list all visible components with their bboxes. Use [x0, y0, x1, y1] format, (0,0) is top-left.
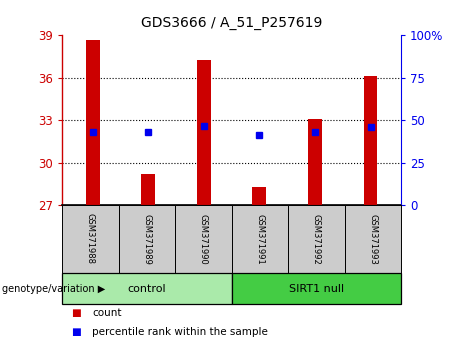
- Text: SIRT1 null: SIRT1 null: [289, 284, 344, 293]
- Text: GSM371991: GSM371991: [255, 213, 265, 264]
- Bar: [253, 187, 266, 205]
- Text: count: count: [92, 308, 122, 318]
- Text: GSM371989: GSM371989: [142, 213, 152, 264]
- Bar: [364, 76, 378, 205]
- Text: percentile rank within the sample: percentile rank within the sample: [92, 327, 268, 337]
- Text: control: control: [128, 284, 166, 293]
- Text: genotype/variation ▶: genotype/variation ▶: [2, 284, 106, 293]
- Bar: [142, 174, 155, 205]
- Text: GSM371992: GSM371992: [312, 213, 321, 264]
- Text: ■: ■: [71, 327, 81, 337]
- Text: GSM371988: GSM371988: [86, 213, 95, 264]
- Bar: [197, 60, 211, 205]
- Text: GSM371990: GSM371990: [199, 213, 208, 264]
- Bar: [86, 40, 100, 205]
- Text: ■: ■: [71, 308, 81, 318]
- Title: GDS3666 / A_51_P257619: GDS3666 / A_51_P257619: [141, 16, 322, 30]
- Bar: [308, 119, 322, 205]
- Text: GSM371993: GSM371993: [368, 213, 378, 264]
